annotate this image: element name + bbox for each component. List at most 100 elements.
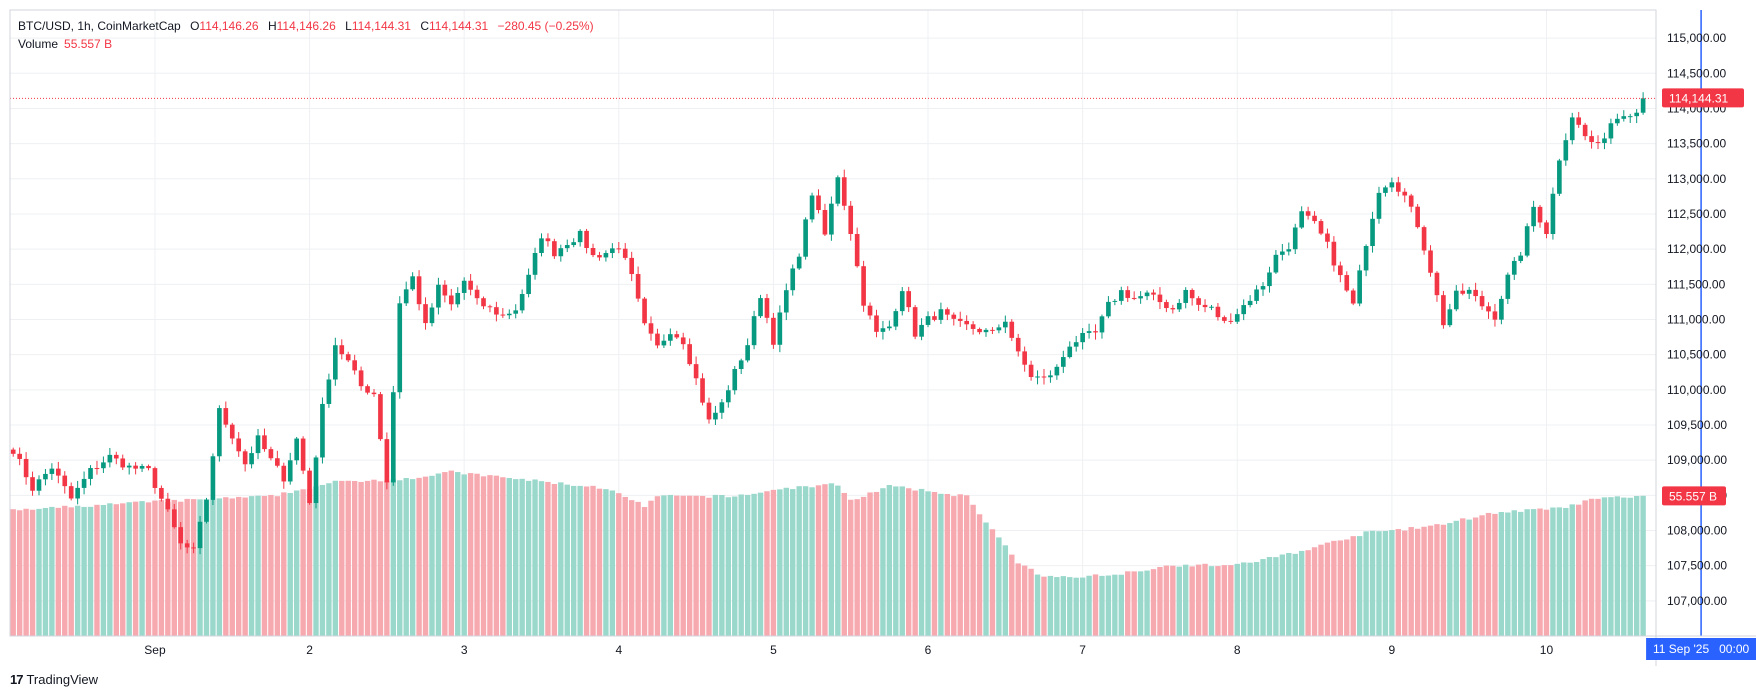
volume-bar <box>1395 529 1402 636</box>
candle-body <box>680 337 686 345</box>
volume-bar <box>306 489 313 636</box>
volume-bar <box>1060 576 1067 636</box>
candle-body <box>1492 311 1498 320</box>
volume-bar <box>1105 575 1112 636</box>
volume-bar <box>87 506 94 636</box>
volume-bar <box>635 501 641 636</box>
volume-bar <box>1253 561 1260 636</box>
candle-body <box>397 303 403 393</box>
volume-bar <box>880 488 886 636</box>
volume-bar <box>815 485 822 636</box>
candle-body <box>1466 289 1472 294</box>
low-label: L <box>345 19 352 33</box>
candle-body <box>1247 300 1253 306</box>
candle-body <box>1383 187 1388 193</box>
volume-bar <box>1189 566 1195 636</box>
volume-bar <box>1447 523 1453 636</box>
candle-body <box>938 309 944 320</box>
volume-bar <box>1485 512 1492 636</box>
candle-body <box>532 252 538 275</box>
candle-body <box>300 438 306 471</box>
volume-bar <box>145 502 152 636</box>
candle-body <box>1035 376 1040 378</box>
candle-body <box>1363 246 1369 271</box>
volume-bar <box>532 479 538 636</box>
chart-legend: BTC/USD, 1h, CoinMarketCap O114,146.26 H… <box>18 17 594 53</box>
volume-bar <box>274 496 281 636</box>
volume-bar <box>487 475 493 636</box>
volume-bar <box>1215 566 1221 636</box>
volume-bar <box>42 507 49 636</box>
volume-bar <box>281 492 287 636</box>
volume-bar <box>1266 556 1273 636</box>
candle-body <box>1511 260 1517 275</box>
volume-bar <box>1466 519 1472 636</box>
tradingview-branding[interactable]: 17 TradingView <box>10 672 98 687</box>
volume-bar <box>583 486 590 636</box>
candle-body <box>365 386 370 393</box>
candle-body <box>1273 254 1279 273</box>
volume-bar <box>1163 565 1170 636</box>
candle-body <box>738 360 744 370</box>
candle-body <box>1441 295 1446 326</box>
volume-bar <box>686 495 693 636</box>
candle-body <box>1608 123 1614 139</box>
volume-bar <box>1356 536 1363 636</box>
candle-body <box>526 274 531 295</box>
candle-body <box>848 205 854 235</box>
volume-bar <box>976 514 983 636</box>
volume-bar <box>455 472 461 636</box>
volume-bar <box>248 496 255 636</box>
candle-body <box>223 408 229 425</box>
volume-bar <box>36 508 42 636</box>
candle-body <box>887 326 892 329</box>
candle-body <box>1376 192 1382 219</box>
candle-body <box>1157 294 1163 303</box>
volume-bar <box>435 473 442 636</box>
volume-bar <box>1498 511 1505 636</box>
volume-bar <box>81 506 87 636</box>
candle-body <box>977 328 982 333</box>
volume-bar <box>1550 507 1556 636</box>
volume-label[interactable]: Volume <box>18 37 59 51</box>
candle-body <box>23 458 29 478</box>
candle-body <box>629 257 634 275</box>
volume-bar <box>1234 563 1240 636</box>
volume-bar <box>1402 530 1408 636</box>
volume-bar <box>667 494 674 636</box>
candle-body <box>410 276 415 290</box>
candle-body <box>1344 275 1350 291</box>
candle-body <box>964 320 969 325</box>
volume-bar <box>364 480 371 636</box>
volume-bar <box>603 489 609 636</box>
candle-body <box>152 468 158 488</box>
volume-bar <box>1240 562 1247 636</box>
candle-body <box>783 290 789 313</box>
volume-bar <box>1640 495 1646 636</box>
volume-bar <box>802 486 809 636</box>
time-tick-label: 7 <box>1079 643 1086 657</box>
volume-bar <box>1344 539 1350 636</box>
candle-body <box>294 438 300 461</box>
volume-bar <box>171 499 177 636</box>
volume-bar <box>62 505 68 636</box>
candle-body <box>803 219 808 257</box>
volume-bar <box>970 504 976 636</box>
symbol-title[interactable]: BTC/USD, 1h, CoinMarketCap <box>18 19 181 33</box>
volume-bar <box>1563 507 1569 636</box>
candle-body <box>1112 300 1118 302</box>
volume-bar <box>1125 571 1131 636</box>
candle-body <box>1615 118 1620 124</box>
candle-body <box>771 317 776 345</box>
volume-bar <box>1511 510 1517 636</box>
volume-bar <box>178 501 184 636</box>
volume-bar <box>1350 536 1356 636</box>
candle-body <box>1563 140 1569 161</box>
volume-bar <box>1479 515 1485 636</box>
volume-bar <box>1311 547 1318 636</box>
candle-body <box>113 454 119 459</box>
volume-bar <box>1305 550 1311 636</box>
volume-bar <box>467 473 474 636</box>
volume-bar <box>1453 520 1459 636</box>
